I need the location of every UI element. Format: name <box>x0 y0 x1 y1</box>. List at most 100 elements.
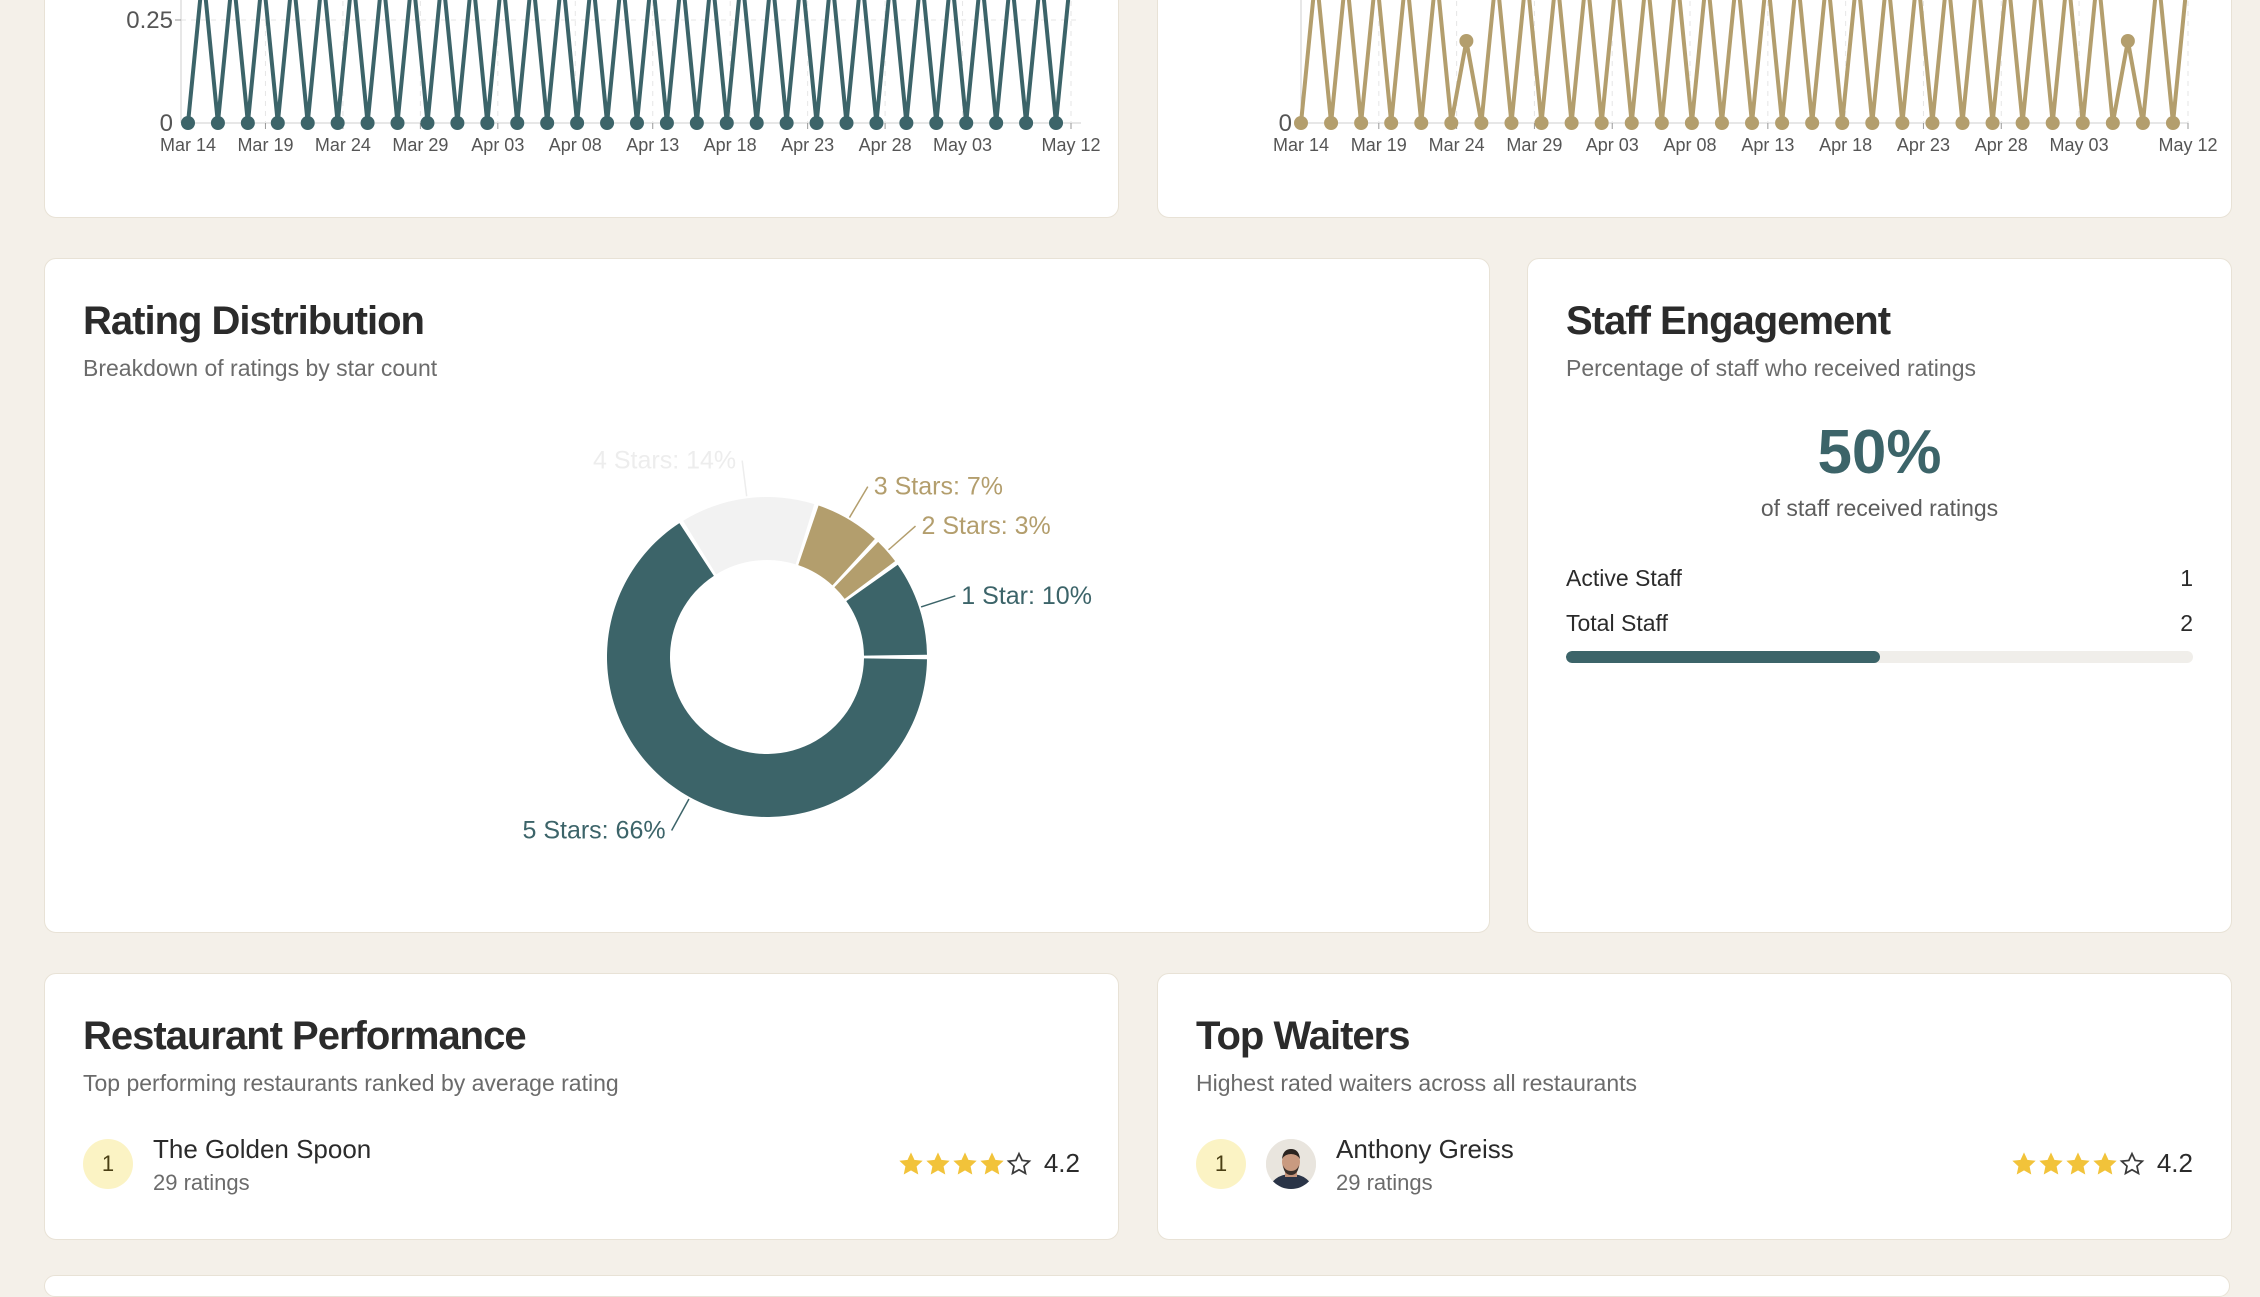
rating-value: 4.2 <box>2156 1148 2193 1178</box>
line-chart-point <box>330 116 345 130</box>
donut-slice-label: 2 Stars: 3% <box>922 512 1051 540</box>
line-chart-point <box>1925 116 1940 130</box>
line-chart-point <box>1019 116 1034 130</box>
rank-badge: 1 <box>83 1139 133 1189</box>
donut-slice[interactable] <box>834 541 896 599</box>
restaurant-performance-card: Restaurant Performance Top performing re… <box>44 973 1119 1240</box>
line-chart-point <box>240 116 255 130</box>
line-chart-point <box>1835 116 1850 130</box>
x-tick-label: Mar 29 <box>392 135 448 155</box>
star-filled-icon <box>926 1151 950 1174</box>
x-tick-label: May 03 <box>933 135 992 155</box>
line-chart-point <box>1294 116 1308 130</box>
line-chart-point <box>1955 116 1970 130</box>
donut-slice-label: 1 Star: 10% <box>961 582 1092 610</box>
donut-slice-label: 4 Stars: 14% <box>593 447 736 475</box>
x-tick-label: Apr 03 <box>471 135 524 155</box>
line-chart-point <box>210 116 225 130</box>
line-chart-point <box>1745 116 1760 130</box>
x-tick-label: Mar 29 <box>1506 135 1562 155</box>
y-tick-label: 0 <box>160 110 173 137</box>
x-tick-label: Apr 18 <box>1819 135 1872 155</box>
waiter-list-item[interactable]: 1 Anthony Greiss 29 ratings 4.2 <box>1196 1134 2193 1195</box>
top-waiters-card: Top Waiters Highest rated waiters across… <box>1157 973 2232 1240</box>
line-chart-point <box>360 116 375 130</box>
donut-slice[interactable] <box>607 523 927 817</box>
star-filled-icon <box>2066 1151 2090 1174</box>
line-chart-point <box>2075 116 2090 130</box>
engagement-caption: of staff received ratings <box>1760 495 1999 521</box>
x-tick-label: Apr 08 <box>1664 135 1717 155</box>
line-chart-point <box>749 116 764 130</box>
line-chart-point <box>2120 34 2135 48</box>
x-tick-label: May 03 <box>2050 135 2109 155</box>
daily-ratings-chart-card-left: 0.25 0 Mar 14 Mar 19 Mar 24 Mar 29 Apr 03 Apr… <box>44 0 1119 218</box>
card-title: Restaurant Performance <box>83 1014 527 1058</box>
line-chart-point <box>390 116 405 130</box>
card-subtitle: Top performing restaurants ranked by ave… <box>83 1070 619 1096</box>
line-chart-point <box>1895 116 1910 130</box>
x-tick-label: Apr 28 <box>859 135 912 155</box>
total-staff-label: Total Staff <box>1566 610 1668 636</box>
total-staff-value: 2 <box>2180 610 2193 636</box>
line-chart-point <box>1384 116 1399 130</box>
rating-count: 29 ratings <box>153 1170 250 1195</box>
star-filled-icon <box>2039 1151 2063 1174</box>
star-filled-icon <box>980 1151 1004 1174</box>
rank-badge: 1 <box>1196 1139 1246 1189</box>
line-chart-point <box>1459 34 1474 48</box>
donut-slice[interactable] <box>683 497 815 575</box>
line-chart-point <box>1624 116 1639 130</box>
card-subtitle: Highest rated waiters across all restaur… <box>1196 1070 1638 1096</box>
line-chart-point <box>1805 116 1820 130</box>
waiter-name: Anthony Greiss <box>1336 1134 1514 1164</box>
line-chart-point <box>1985 116 2000 130</box>
line-chart-point <box>1444 116 1459 130</box>
engagement-progress-fill <box>1566 651 1880 663</box>
line-chart-point <box>929 116 944 130</box>
line-chart-teal: 0.25 0 Mar 14 Mar 19 Mar 24 Mar 29 Apr 03 Apr… <box>126 0 1101 155</box>
line-chart-point <box>181 116 195 130</box>
x-tick-label: May 12 <box>2158 135 2217 155</box>
line-chart-point <box>1324 116 1339 130</box>
line-chart-point <box>779 116 794 130</box>
x-tick-label: Mar 19 <box>237 135 293 155</box>
x-tick-label: Mar 24 <box>1429 135 1485 155</box>
line-chart-point <box>1354 116 1369 130</box>
rating-value: 4.2 <box>1043 1148 1080 1178</box>
x-tick-label: Mar 24 <box>315 135 371 155</box>
line-chart-point <box>899 116 914 130</box>
line-chart-point <box>989 116 1004 130</box>
y-tick-label: 0 <box>1279 110 1292 137</box>
engagement-progress-bar <box>1566 651 2193 663</box>
line-chart-point <box>1504 116 1519 130</box>
line-chart-point <box>300 116 315 130</box>
rating-distribution-card: Rating Distribution Breakdown of ratings… <box>44 258 1490 933</box>
line-chart-point <box>450 116 465 130</box>
line-chart-point <box>540 116 555 130</box>
staff-engagement-card: Staff Engagement Percentage of staff who… <box>1527 258 2232 933</box>
rating-count: 29 ratings <box>1336 1170 1433 1195</box>
x-tick-label: Apr 13 <box>626 135 679 155</box>
line-chart-point <box>659 116 674 130</box>
x-tick-label: Apr 23 <box>1897 135 1950 155</box>
donut-slice[interactable] <box>846 564 927 656</box>
line-chart-point <box>1654 116 1669 130</box>
line-chart-point <box>270 116 285 130</box>
card-title: Staff Engagement <box>1566 299 1891 343</box>
donut-slice[interactable] <box>798 505 875 586</box>
x-tick-label: Mar 14 <box>160 135 216 155</box>
restaurant-list-item[interactable]: 1 The Golden Spoon 29 ratings 4.2 <box>83 1134 1080 1195</box>
line-chart-point <box>1414 116 1429 130</box>
line-chart-point <box>1564 116 1579 130</box>
line-chart-point <box>869 116 884 130</box>
rating-donut-chart: 1 Star: 10% 2 Stars: 3% 3 Stars: 7% 4 Stars… <box>522 447 1092 845</box>
line-chart-point <box>1049 116 1064 130</box>
line-chart-point <box>719 116 734 130</box>
x-tick-label: Apr 13 <box>1741 135 1794 155</box>
line-chart-point <box>2135 116 2150 130</box>
active-staff-value: 1 <box>2180 565 2193 591</box>
x-tick-label: Mar 14 <box>1273 135 1329 155</box>
x-tick-label: Mar 19 <box>1351 135 1407 155</box>
card-title: Rating Distribution <box>83 299 425 343</box>
